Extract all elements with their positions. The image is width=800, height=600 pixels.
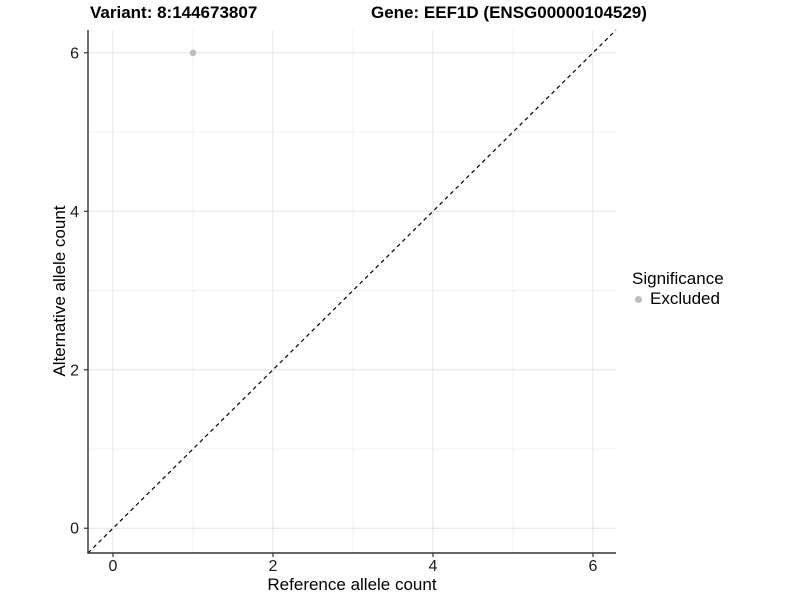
y-tick-label: 4 [70, 204, 79, 221]
legend-items: Excluded [630, 289, 724, 309]
y-axis-title: Alternative allele count [50, 205, 69, 377]
x-tick-label: 2 [269, 558, 278, 575]
legend-title: Significance [632, 269, 724, 288]
x-axis-title: Reference allele count [267, 575, 437, 594]
plot-title-gene: Gene: EEF1D (ENSG00000104529) [371, 3, 647, 22]
y-tick-label: 0 [70, 521, 79, 538]
plot-title-variant: Variant: 8:144673807 [90, 3, 258, 22]
x-tick-label: 6 [589, 558, 598, 575]
legend-key-dot [635, 295, 642, 303]
x-tick-label: 4 [429, 558, 438, 575]
identity-dashed-line [87, 29, 617, 554]
data-point [189, 49, 197, 57]
legend-item-label: Excluded [650, 289, 720, 308]
y-tick-label: 2 [70, 362, 79, 379]
y-tick-label: 6 [70, 45, 79, 62]
legend: Significance Excluded [630, 268, 724, 309]
x-tick-label: 0 [109, 558, 118, 575]
legend-item: Excluded [630, 289, 724, 309]
